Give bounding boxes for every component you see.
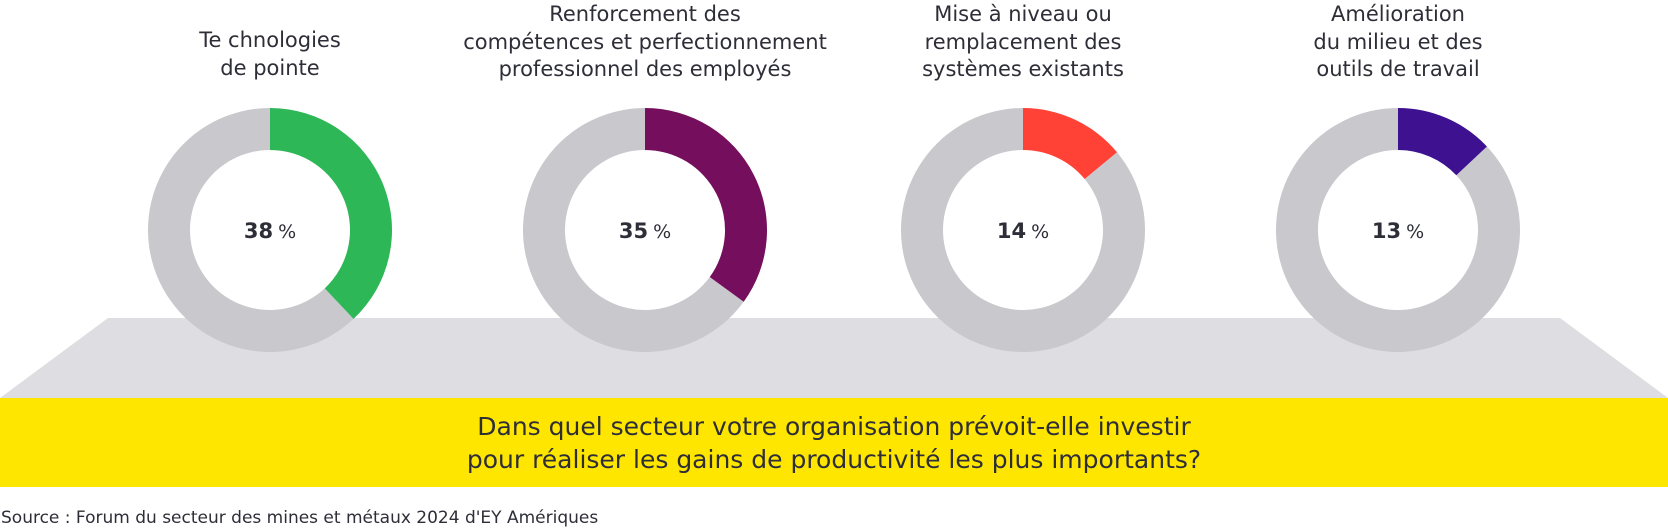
category-label-line: systèmes existants	[922, 57, 1124, 81]
donut-value-slice	[1023, 108, 1118, 180]
donut-remainder-slice	[522, 108, 744, 352]
value-unit: %	[1406, 221, 1424, 243]
donut-value-slice	[645, 108, 767, 302]
value-unit: %	[1031, 221, 1049, 243]
source-note: Source : Forum du secteur des mines et m…	[1, 508, 599, 528]
donut-value-label: 13%	[1372, 219, 1424, 243]
category-label-line: remplacement des	[924, 30, 1122, 54]
category-label-line: Te chnologies	[199, 28, 341, 52]
question-band: Dans quel secteur votre organisation pré…	[0, 398, 1668, 487]
category-label-line: de pointe	[220, 56, 320, 80]
donut-value-slice	[1398, 108, 1487, 176]
category-label-line: professionnel des employés	[498, 57, 792, 81]
category-label-line: du milieu et des	[1313, 30, 1483, 54]
value-number: 13	[1372, 219, 1401, 243]
donut-remainder-slice	[900, 108, 1145, 352]
donut-value-label: 14%	[997, 219, 1049, 243]
donut-2: 35%	[522, 108, 767, 352]
value-number: 14	[997, 219, 1026, 243]
donut-remainder-slice	[1276, 108, 1521, 352]
value-unit: %	[653, 221, 671, 243]
platform-shape	[0, 318, 1668, 398]
donut-remainder-slice	[147, 108, 354, 352]
donut-4: 13%	[1276, 108, 1521, 352]
category-label-line: Amélioration	[1331, 2, 1465, 26]
category-label-line: outils de travail	[1316, 57, 1480, 81]
question-line-2: pour réaliser les gains de productivité …	[466, 444, 1202, 474]
category-label-line: Renforcement des	[549, 2, 741, 26]
donut-1: 38%	[147, 108, 392, 352]
donut-3: 14%	[900, 108, 1145, 352]
value-unit: %	[278, 221, 296, 243]
category-label-line: Mise à niveau ou	[934, 2, 1112, 26]
category-label-line: compétences et perfectionnement	[463, 30, 827, 54]
donut-value-label: 38%	[244, 219, 296, 243]
donut-value-label: 35%	[619, 219, 671, 243]
value-number: 35	[619, 219, 648, 243]
value-number: 38	[244, 219, 273, 243]
donut-chart-area: 38% 35% 14% 13%	[0, 108, 1668, 398]
donut-value-slice	[270, 108, 392, 319]
question-line-1: Dans quel secteur votre organisation pré…	[477, 411, 1191, 441]
